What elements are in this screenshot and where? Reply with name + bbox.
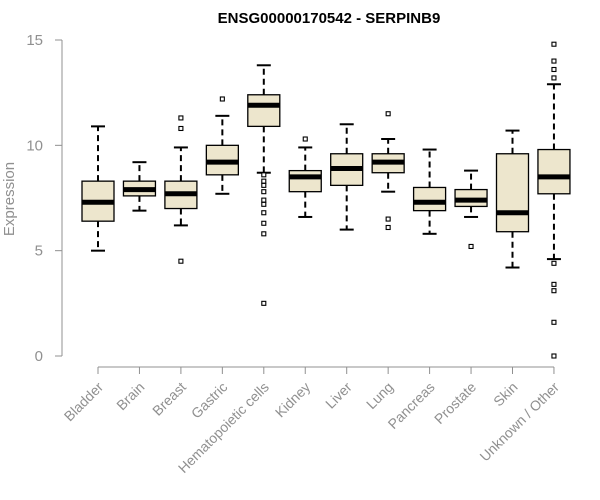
outlier-point (551, 260, 557, 266)
outlier-point (261, 231, 267, 237)
box-iqr (247, 94, 281, 128)
chart-title: ENSG00000170542 - SERPINB9 (218, 10, 441, 27)
outlier-point (551, 281, 557, 287)
outlier-point (551, 75, 557, 81)
outlier-point (551, 353, 557, 359)
box-iqr (495, 153, 530, 233)
y-tick-label: 10 (26, 137, 43, 154)
x-tick-label: Breast (149, 379, 189, 419)
box-group (454, 169, 488, 250)
box-group (412, 148, 447, 235)
outlier-point (385, 111, 391, 117)
box-group (537, 41, 571, 359)
box-series (81, 41, 571, 359)
outlier-point (178, 125, 184, 132)
y-tick-label: 0 (35, 348, 43, 365)
x-tick-label: Bladder (61, 379, 107, 425)
outlier-point (261, 182, 267, 188)
y-axis-label: Expression (1, 162, 18, 236)
outlier-point (261, 178, 267, 184)
outlier-point (261, 201, 267, 207)
outlier-point (261, 220, 267, 226)
outlier-point (551, 58, 557, 64)
outlier-point (302, 136, 308, 142)
box-iqr (412, 186, 447, 212)
y-tick-label: 15 (26, 32, 43, 49)
outlier-point (551, 66, 557, 73)
box-iqr (537, 148, 571, 195)
outlier-point (261, 197, 267, 203)
outlier-point (551, 288, 557, 294)
y-tick-label: 5 (35, 243, 43, 260)
box-group (247, 64, 281, 306)
outlier-point (261, 210, 267, 216)
outlier-point (261, 189, 267, 195)
outlier-point (551, 319, 557, 325)
box-group (495, 129, 530, 269)
outlier-point (261, 300, 267, 306)
x-tick-label: Skin (490, 379, 521, 410)
box-group (81, 125, 115, 252)
box-iqr (288, 169, 322, 193)
box-group (330, 123, 364, 231)
x-tick-label: Kidney (272, 379, 314, 421)
box-group (164, 115, 198, 264)
outlier-point (551, 41, 557, 47)
x-tick-label: Prostate (431, 379, 479, 427)
x-tick-label: Brain (113, 379, 147, 413)
outlier-point (219, 96, 225, 102)
outlier-point (385, 224, 391, 231)
box-group (288, 136, 322, 218)
box-group (205, 96, 240, 195)
x-tick-label: Unknown / Other (476, 379, 562, 465)
x-tick-label: Liver (322, 379, 355, 412)
outlier-point (468, 243, 474, 250)
outlier-point (178, 115, 184, 121)
box-group (371, 111, 405, 231)
outlier-point (178, 258, 184, 264)
outlier-point (385, 216, 391, 222)
outlier-point (261, 172, 267, 178)
x-tick-label: Lung (363, 379, 396, 412)
box-group (122, 161, 157, 212)
y-axis: 0 5 10 15 (26, 32, 63, 365)
